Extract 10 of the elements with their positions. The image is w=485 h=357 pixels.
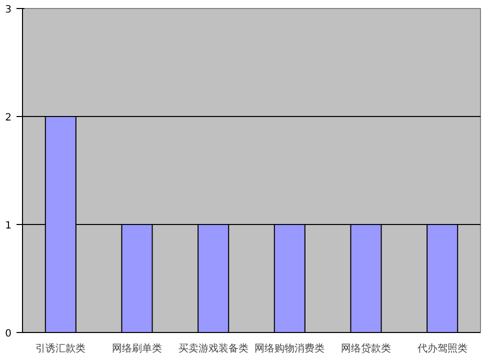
x-tick-label: 网络刷单类 [112,342,162,354]
x-tick-label: 网络贷款类 [341,342,391,354]
x-tick-label: 引诱汇款类 [36,342,86,354]
y-tick-label: 0 [5,328,12,340]
x-tick-label: 买卖游戏装备类 [178,342,248,354]
y-tick-label: 2 [5,112,12,124]
x-tick-label: 网络购物消费类 [254,342,325,354]
y-tick-label: 1 [5,220,12,232]
y-tick-label: 3 [5,4,12,16]
x-tick-label: 代办驾照类 [416,342,468,354]
